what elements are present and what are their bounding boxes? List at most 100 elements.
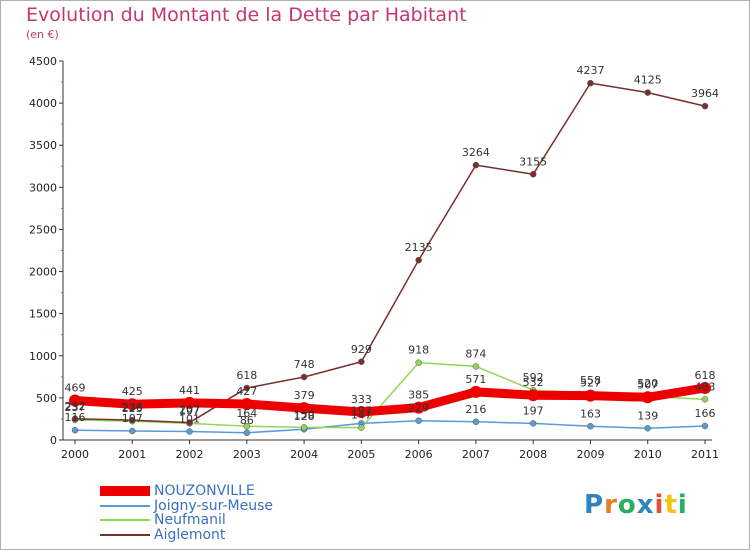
data-point-joigny-sur-meuse xyxy=(644,425,651,432)
logo-letter: x xyxy=(636,490,655,520)
data-label-neufmanil: 223 xyxy=(122,402,143,415)
data-label-neufmanil: 237 xyxy=(65,401,86,414)
legend-swatch xyxy=(100,519,150,521)
data-label-aiglemont: 3964 xyxy=(691,87,719,100)
data-label-neufmanil: 150 xyxy=(294,408,315,421)
logo-letter: r xyxy=(604,490,618,520)
data-label-nouzonville: 527 xyxy=(580,377,601,390)
data-point-joigny-sur-meuse xyxy=(71,426,79,434)
data-label-nouzonville: 379 xyxy=(294,389,315,402)
data-label-nouzonville: 571 xyxy=(465,373,486,386)
data-label-nouzonville: 333 xyxy=(351,393,372,406)
chart-axes: 0 500 1000 1500 2000 2500 3000 3500 4000 4500 2000… xyxy=(29,55,719,461)
legend-swatch xyxy=(100,533,150,536)
line-chart: 0 500 1000 1500 2000 2500 3000 3500 4000 4500 2000… xyxy=(29,55,720,461)
data-label-neufmanil: 558 xyxy=(580,374,601,387)
data-point-nouzonville xyxy=(298,402,311,415)
data-label-aiglemont: 2135 xyxy=(405,241,433,254)
x-tick-label: 2007 xyxy=(462,448,490,461)
data-label-nouzonville: 618 xyxy=(695,369,716,382)
x-tick-label: 2000 xyxy=(61,448,89,461)
y-tick-label: 2000 xyxy=(29,266,57,279)
data-point-neufmanil xyxy=(358,424,365,431)
x-tick-label: 2003 xyxy=(233,448,261,461)
y-tick-label: 500 xyxy=(36,392,57,405)
data-label-joigny-sur-meuse: 197 xyxy=(523,404,544,417)
y-tick-label: 2500 xyxy=(29,223,57,236)
data-label-joigny-sur-meuse: 101 xyxy=(179,412,200,425)
data-point-nouzonville xyxy=(69,394,81,407)
proxiti-logo: Proxiti xyxy=(584,490,688,520)
x-tick-label: 2004 xyxy=(290,448,318,461)
data-point-nouzonville xyxy=(240,398,253,411)
data-label-neufmanil: 592 xyxy=(523,371,544,384)
data-point-aiglemont xyxy=(415,256,422,264)
data-label-joigny-sur-meuse: 139 xyxy=(637,409,658,422)
data-label-aiglemont: 3264 xyxy=(462,146,490,159)
x-tick-label: 2001 xyxy=(118,448,146,461)
data-label-joigny-sur-meuse: 229 xyxy=(408,402,429,415)
data-point-neufmanil xyxy=(300,424,308,431)
data-point-joigny-sur-meuse xyxy=(529,420,537,427)
data-label-nouzonville: 441 xyxy=(179,384,200,397)
x-tick-label: 2006 xyxy=(405,448,433,461)
legend-label: NOUZONVILLE xyxy=(154,483,255,499)
x-tick-label: 2002 xyxy=(176,448,204,461)
data-point-aiglemont xyxy=(472,161,480,169)
data-label-aiglemont: 4237 xyxy=(576,64,604,77)
data-point-nouzonville xyxy=(412,401,425,414)
data-point-nouzonville xyxy=(183,396,196,409)
x-tick-label: 2011 xyxy=(691,448,719,461)
data-labels: 469 425 441 427 379 333 385 571 532 527 507 618 116 1… xyxy=(65,64,720,427)
data-label-joigny-sur-meuse: 216 xyxy=(465,403,486,416)
legend-label: Aiglemont xyxy=(154,526,226,543)
data-label-neufmanil: 197 xyxy=(179,404,200,417)
series-points xyxy=(69,79,711,437)
logo-letter: i xyxy=(677,490,688,520)
data-label-nouzonville: 427 xyxy=(236,385,257,398)
data-point-aiglemont xyxy=(644,89,651,96)
data-point-nouzonville xyxy=(469,385,482,398)
data-label-nouzonville: 425 xyxy=(122,385,143,398)
data-point-aiglemont xyxy=(358,358,365,366)
legend-label: Joigny-sur-Meuse xyxy=(154,497,273,514)
data-point-aiglemont xyxy=(701,102,709,110)
data-label-aiglemont: 929 xyxy=(351,343,372,356)
data-point-neufmanil xyxy=(472,363,480,370)
data-point-joigny-sur-meuse xyxy=(129,427,136,435)
data-point-neufmanil xyxy=(701,396,709,403)
data-label-nouzonville: 507 xyxy=(637,378,658,391)
data-label-aiglemont: 207 xyxy=(179,404,200,417)
data-point-nouzonville xyxy=(355,405,368,418)
x-tick-label: 2005 xyxy=(347,448,375,461)
data-point-joigny-sur-meuse xyxy=(186,428,193,435)
data-point-neufmanil xyxy=(415,359,422,366)
data-point-aiglemont xyxy=(300,373,308,381)
data-label-nouzonville: 532 xyxy=(523,376,544,389)
series-line-aiglemont xyxy=(74,82,706,424)
data-label-aiglemont: 4125 xyxy=(634,74,662,87)
data-point-aiglemont xyxy=(243,384,251,392)
series-line-nouzonville xyxy=(70,383,710,417)
data-point-joigny-sur-meuse xyxy=(701,422,709,430)
data-label-nouzonville: 469 xyxy=(65,381,86,394)
y-tick-label: 4000 xyxy=(29,97,57,110)
data-label-neufmanil: 147 xyxy=(351,409,372,422)
legend-swatch xyxy=(100,486,150,496)
logo-letter: i xyxy=(654,490,665,520)
data-point-aiglemont xyxy=(186,419,193,426)
data-label-joigny-sur-meuse: 163 xyxy=(580,407,601,420)
x-tick-label: 2008 xyxy=(519,448,547,461)
data-label-neufmanil: 483 xyxy=(695,380,716,393)
data-point-nouzonville xyxy=(527,389,540,402)
data-point-neufmanil xyxy=(243,422,251,430)
data-label-joigny-sur-meuse: 86 xyxy=(240,414,254,427)
data-label-neufmanil: 164 xyxy=(236,407,257,420)
data-point-joigny-sur-meuse xyxy=(415,417,422,424)
series-lines xyxy=(70,82,710,434)
y-tick-label: 3500 xyxy=(29,139,57,152)
chart-subtitle: (en €) xyxy=(26,28,59,41)
chart-title: Evolution du Montant de la Dette par Hab… xyxy=(26,4,467,26)
data-label-aiglemont: 252 xyxy=(65,400,86,413)
